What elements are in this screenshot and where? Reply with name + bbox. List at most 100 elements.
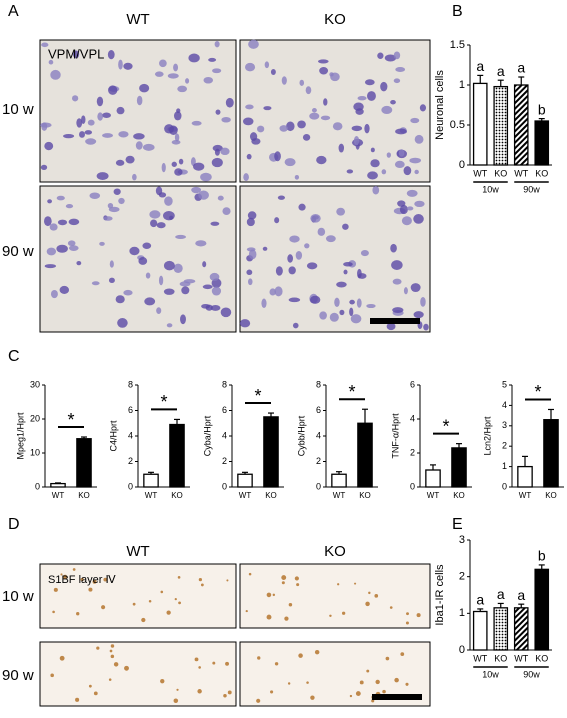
cell — [269, 288, 277, 296]
cell — [349, 694, 353, 698]
y-axis-label: Neuronal cells — [434, 70, 446, 140]
y-tick-label: 20 — [30, 413, 40, 423]
cell — [356, 298, 362, 308]
bar — [331, 473, 347, 488]
cell — [382, 689, 386, 694]
cell — [180, 314, 186, 325]
y-tick-label: 1 — [459, 607, 465, 619]
cell — [158, 275, 164, 286]
cell — [65, 204, 74, 209]
cell — [174, 168, 183, 176]
cell — [367, 91, 376, 101]
cell — [71, 95, 79, 102]
cell — [133, 133, 145, 140]
cell — [72, 568, 76, 571]
cell — [251, 138, 261, 145]
significance-letter: a — [497, 586, 505, 602]
x-tick-label: KO — [265, 491, 277, 500]
y-tick-label: 2 — [410, 447, 415, 457]
cell — [46, 247, 57, 256]
y-tick-label: 10 — [30, 447, 40, 457]
cell — [50, 673, 54, 678]
significance-letter: b — [538, 548, 546, 564]
significance-letter: a — [476, 58, 484, 74]
cell — [143, 143, 155, 151]
cell — [392, 307, 404, 314]
cell — [68, 218, 80, 226]
cell — [81, 115, 86, 124]
cell — [261, 298, 267, 309]
cell — [353, 136, 360, 146]
cell — [76, 261, 82, 266]
x-tick-label: WT — [427, 491, 440, 500]
cell — [173, 263, 183, 274]
cell — [156, 222, 166, 229]
cell — [398, 149, 405, 157]
cell — [390, 100, 396, 105]
cell — [374, 594, 379, 598]
cell — [399, 204, 408, 215]
bar — [472, 610, 488, 651]
cell — [365, 601, 370, 607]
cell — [406, 612, 409, 616]
cell — [385, 656, 390, 661]
cell — [102, 112, 111, 118]
cell — [288, 266, 296, 275]
y-tick-label: 0 — [222, 481, 227, 491]
x-tick-label: WT — [514, 168, 528, 178]
scale-bar — [372, 694, 422, 700]
cell — [389, 606, 393, 609]
cell — [150, 219, 158, 228]
cell — [154, 71, 164, 77]
x-tick-label: KO — [453, 491, 465, 500]
cell — [349, 307, 354, 317]
cell — [40, 122, 52, 128]
significance-star: * — [442, 416, 449, 436]
panel-label: A — [8, 3, 19, 20]
cell — [124, 665, 129, 671]
cell — [416, 613, 421, 618]
cell — [266, 592, 272, 598]
cell — [68, 245, 79, 251]
cell — [96, 172, 109, 180]
column-label: WT — [126, 11, 149, 28]
cell — [220, 307, 232, 318]
bar — [50, 482, 66, 488]
cell — [144, 297, 156, 306]
cell — [245, 104, 254, 110]
y-tick-label: 0 — [502, 481, 507, 491]
cell — [88, 684, 92, 688]
cell — [366, 669, 370, 673]
cell — [67, 240, 76, 247]
x-tick-label: KO — [78, 491, 90, 500]
cell — [371, 699, 375, 703]
cell — [91, 281, 100, 286]
cell — [354, 582, 357, 585]
cell — [288, 297, 301, 303]
cell — [47, 199, 52, 204]
cell — [188, 53, 200, 63]
row-label: 90 w — [2, 667, 34, 684]
micrograph — [239, 39, 431, 183]
y-tick-label: 0 — [459, 644, 465, 656]
column-label: WT — [126, 543, 149, 560]
cell — [256, 698, 261, 703]
cell — [110, 644, 115, 648]
cell — [101, 605, 106, 610]
cell — [125, 155, 135, 164]
cell — [359, 680, 364, 685]
cell — [103, 577, 108, 582]
cell — [107, 49, 115, 60]
cell — [281, 581, 285, 585]
y-tick-label: 2 — [316, 456, 321, 466]
significance-letter: a — [517, 587, 525, 603]
y-tick-label: 4 — [222, 430, 227, 440]
cell — [108, 277, 115, 284]
cell — [108, 678, 112, 681]
x-tick-label: WT — [239, 491, 252, 500]
cell — [393, 78, 401, 84]
cell — [197, 689, 202, 694]
cell — [149, 210, 161, 219]
cell — [403, 166, 412, 176]
y-tick-label: 4 — [410, 413, 415, 423]
